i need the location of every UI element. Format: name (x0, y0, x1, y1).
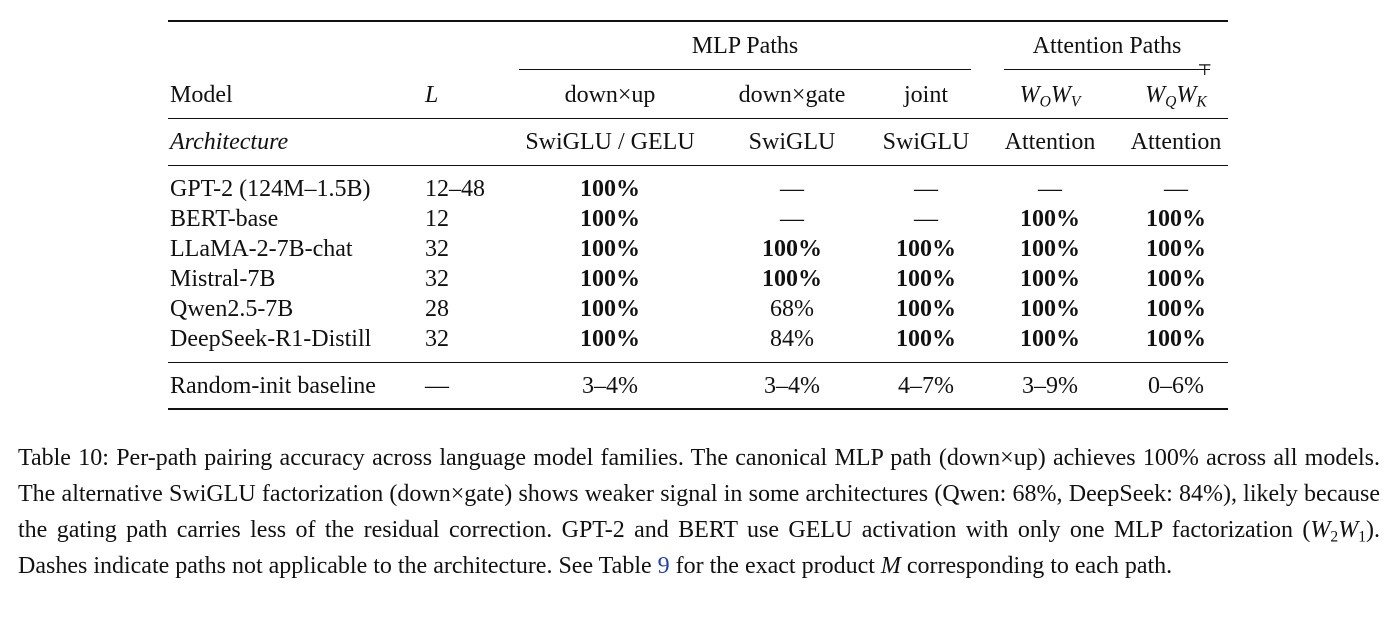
mlp-cmidrule (519, 69, 971, 70)
row-down-gate: 100% (762, 266, 822, 292)
row-down-up: 100% (580, 206, 640, 232)
arch-joint: SwiGLU (882, 129, 970, 155)
row-wq-wk: 100% (1146, 206, 1206, 232)
row-joint: 100% (896, 326, 956, 352)
row-down-gate: 100% (762, 236, 822, 262)
row-down-gate: — (780, 206, 804, 232)
baseline-down-gate: 3–4% (764, 373, 820, 399)
attn-cmidrule (1004, 69, 1210, 70)
row-L: 32 (425, 236, 449, 262)
row-down-gate: — (780, 176, 804, 202)
row-model: BERT-base (170, 206, 279, 232)
bottom-rule (168, 408, 1228, 410)
baseline-joint: 4–7% (898, 373, 954, 399)
arch-row-label: Architecture (170, 129, 289, 155)
header-rule (168, 118, 1228, 119)
row-L: 12 (425, 206, 449, 232)
row-model: LLaMA-2-7B-chat (170, 236, 353, 262)
row-L: 28 (425, 296, 449, 322)
row-joint: — (914, 206, 938, 232)
arch-wo-wv: Attention (1004, 129, 1096, 155)
row-model: Mistral-7B (170, 266, 276, 292)
row-wq-wk: 100% (1146, 236, 1206, 262)
row-L: 12–48 (425, 176, 485, 202)
baseline-down-up: 3–4% (582, 373, 638, 399)
baseline-wq-wk: 0–6% (1148, 373, 1204, 399)
baseline-wo-wv: 3–9% (1022, 373, 1078, 399)
row-joint: 100% (896, 296, 956, 322)
row-joint: — (914, 176, 938, 202)
table-9-link[interactable]: 9 (657, 553, 670, 579)
col-header-wo-wv: WOWV (1019, 82, 1081, 111)
mlp-paths-header: MLP Paths (691, 33, 799, 59)
row-down-up: 100% (580, 236, 640, 262)
row-wo-wv: 100% (1020, 236, 1080, 262)
row-wo-wv: 100% (1020, 296, 1080, 322)
table-caption: Table 10: Per-path pairing accuracy acro… (18, 445, 1380, 579)
arch-wq-wk: Attention (1130, 129, 1222, 155)
baseline-model: Random-init baseline (170, 373, 376, 399)
top-rule (168, 20, 1228, 22)
row-wq-wk: 100% (1146, 296, 1206, 322)
row-L: 32 (425, 326, 449, 352)
row-wo-wv: 100% (1020, 206, 1080, 232)
arch-down-up: SwiGLU / GELU (525, 129, 695, 155)
row-down-up: 100% (580, 176, 640, 202)
row-model: Qwen2.5-7B (170, 296, 294, 322)
baseline-rule (168, 362, 1228, 363)
col-header-joint: joint (903, 82, 948, 108)
row-L: 32 (425, 266, 449, 292)
row-wq-wk: 100% (1146, 326, 1206, 352)
row-wo-wv: 100% (1020, 266, 1080, 292)
col-header-L: L (425, 82, 439, 108)
row-down-gate: 68% (770, 296, 814, 322)
row-joint: 100% (896, 236, 956, 262)
col-header-model: Model (170, 82, 233, 108)
arch-rule (168, 165, 1228, 166)
col-header-wq-wk: WQW ⊤ K (1145, 62, 1213, 111)
row-wo-wv: 100% (1020, 326, 1080, 352)
row-down-up: 100% (580, 266, 640, 292)
row-wo-wv: — (1038, 176, 1062, 202)
row-joint: 100% (896, 266, 956, 292)
row-down-up: 100% (580, 296, 640, 322)
arch-down-gate: SwiGLU (748, 129, 836, 155)
attention-paths-header: Attention Paths (1032, 33, 1182, 59)
row-wq-wk: — (1164, 176, 1188, 202)
col-header-down-up: down×up (564, 82, 656, 108)
row-model: GPT-2 (124M–1.5B) (170, 176, 371, 202)
row-down-up: 100% (580, 326, 640, 352)
col-header-down-gate: down×gate (738, 82, 846, 108)
row-wq-wk: 100% (1146, 266, 1206, 292)
row-down-gate: 84% (770, 326, 814, 352)
row-model: DeepSeek-R1-Distill (170, 326, 372, 352)
baseline-L: — (425, 373, 449, 399)
